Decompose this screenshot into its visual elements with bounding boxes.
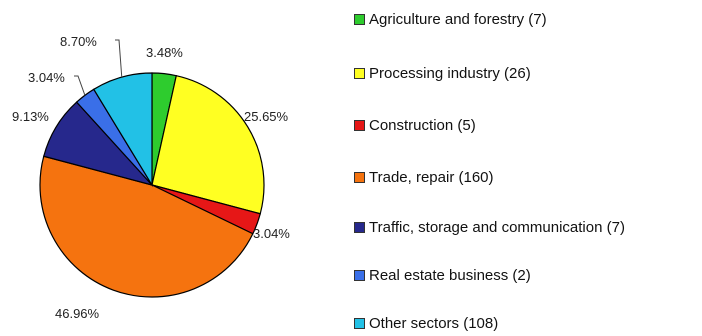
legend-item-construction: Construction (5) xyxy=(354,116,476,134)
pie-slice xyxy=(92,72,153,188)
pie-slice xyxy=(39,155,254,298)
pie-slices xyxy=(39,72,265,298)
legend-item-trade: Trade, repair (160) xyxy=(354,168,494,186)
percent-label: 46.96% xyxy=(55,306,100,321)
legend-label: Traffic, storage and communication (7) xyxy=(369,218,625,236)
pie-slice xyxy=(151,74,265,215)
legend-label: Processing industry (26) xyxy=(369,64,531,82)
legend-item-agriculture: Agriculture and forestry (7) xyxy=(354,10,547,28)
legend-label: Other sectors (108) xyxy=(369,314,499,332)
legend-swatch xyxy=(354,67,365,79)
legend-item-other: Other sectors (108) xyxy=(354,314,498,332)
legend-item-real-estate: Real estate business (2) xyxy=(354,266,531,284)
percent-labels: 3.48% 25.65% 3.04% 46.96% 9.13% 3.04% 8.70% xyxy=(12,34,290,321)
legend-label: Trade, repair (160) xyxy=(369,168,494,186)
legend-swatch xyxy=(354,171,365,183)
leader-line xyxy=(74,75,86,96)
legend-item-traffic: Traffic, storage and communication (7) xyxy=(354,218,625,236)
legend-swatch xyxy=(354,13,365,25)
legend-swatch xyxy=(354,221,365,233)
legend-swatch xyxy=(354,119,365,131)
legend: Agriculture and forestry (7) Processing … xyxy=(354,0,699,336)
leader-line xyxy=(115,39,123,78)
percent-label: 3.48% xyxy=(146,45,183,60)
legend-label: Real estate business (2) xyxy=(369,266,531,284)
legend-label: Agriculture and forestry (7) xyxy=(369,10,547,28)
percent-label: 25.65% xyxy=(244,109,289,124)
legend-swatch xyxy=(354,269,365,281)
legend-item-processing: Processing industry (26) xyxy=(354,64,531,82)
percent-label: 3.04% xyxy=(28,70,65,85)
percent-label: 8.70% xyxy=(60,34,97,49)
pie-chart: 3.48% 25.65% 3.04% 46.96% 9.13% 3.04% 8.70% xyxy=(12,34,290,321)
legend-label: Construction (5) xyxy=(369,116,476,134)
percent-label: 3.04% xyxy=(253,226,290,241)
percent-label: 9.13% xyxy=(12,109,49,124)
legend-swatch xyxy=(354,317,365,329)
leader-lines xyxy=(74,39,123,96)
